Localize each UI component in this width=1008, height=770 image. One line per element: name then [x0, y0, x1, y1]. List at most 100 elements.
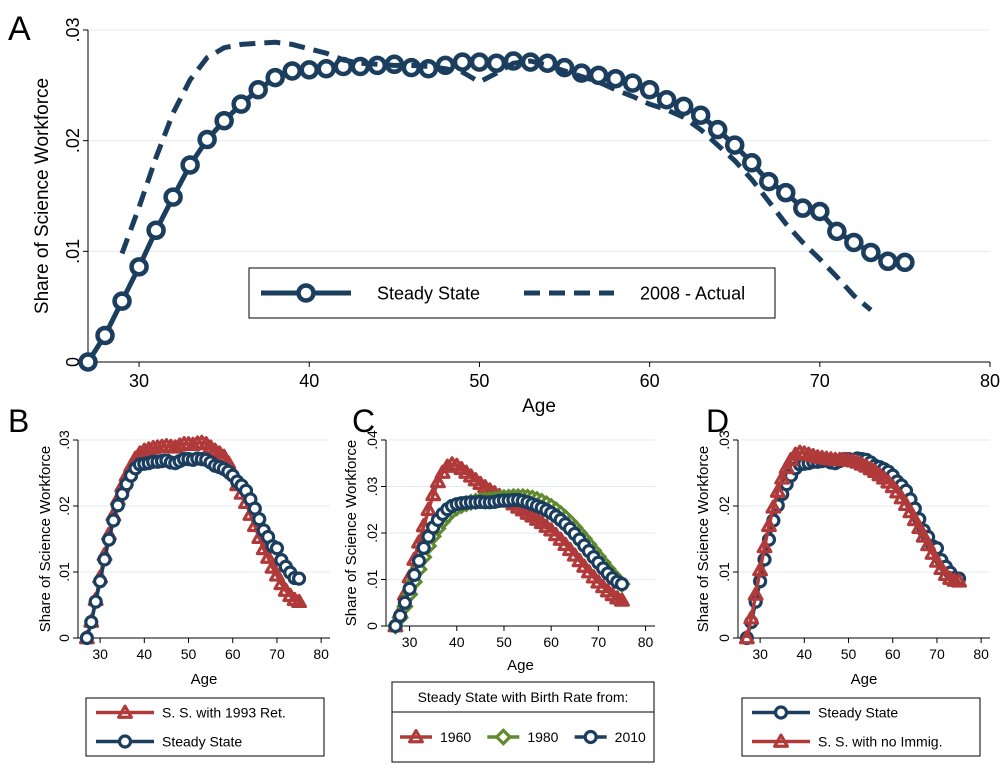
y-tick-label-1: .01 — [56, 562, 72, 582]
data-point-1-48 — [291, 571, 307, 586]
data-point-0-48 — [895, 252, 915, 273]
x-tick-label-5: 80 — [973, 646, 989, 662]
legend: S. S. with 1993 Ret. Steady State — [85, 697, 325, 757]
data-point-0-30 — [588, 65, 609, 86]
x-tick-label-2: 50 — [181, 646, 197, 662]
legend-label-0: Steady State — [818, 704, 898, 720]
y-tick-label-2: .02 — [716, 496, 732, 516]
panel-b-chart: 0 .01 .02 .03 30 40 50 60 70 80 Age Share of Scienc… — [37, 430, 330, 757]
data-point-1-2 — [88, 594, 103, 609]
data-point-2-5 — [411, 553, 427, 569]
y-tick-label-3: .03 — [364, 477, 380, 497]
legend-box — [248, 267, 776, 319]
panel-a-chart: 0 .01 .02 .03 30 40 50 60 70 80 Age Share of Scienc… — [32, 17, 1000, 417]
data-point-0-47 — [878, 251, 898, 272]
data-point-0-41 — [776, 182, 796, 203]
data-point-1-35 — [893, 490, 910, 505]
legend-marker-1 — [117, 734, 133, 749]
data-point-0-14 — [316, 58, 337, 79]
x-tick-label-0: 30 — [92, 646, 108, 662]
panel-c-chart: 0 .01 .02 .03 .04 30 40 50 60 70 80 Age Share of Sci… — [343, 430, 655, 763]
data-point-0-31 — [215, 448, 232, 463]
y-tick-label-0: 0 — [56, 634, 72, 642]
x-tick-label-0: 30 — [129, 371, 149, 391]
legend-marker-0 — [296, 283, 316, 303]
legend-label-0: 1960 — [440, 729, 471, 745]
panel-label-c: C — [352, 403, 375, 439]
data-point-0-23 — [469, 52, 490, 72]
data-point-0-37 — [707, 119, 728, 140]
x-tick-label-1: 40 — [449, 634, 465, 650]
data-point-0-32 — [622, 73, 643, 93]
data-point-1-43 — [269, 541, 285, 556]
x-tick-label-4: 70 — [591, 634, 607, 650]
x-tick-label-1: 40 — [137, 646, 153, 662]
legend-marker-0 — [773, 705, 789, 720]
x-tick-label-2: 50 — [469, 371, 489, 391]
y-tick-label-2: .02 — [63, 128, 83, 153]
data-point-1-6 — [106, 513, 121, 528]
data-point-0-44 — [827, 221, 847, 242]
data-point-0-5 — [163, 187, 183, 207]
data-point-1-8 — [774, 470, 791, 485]
data-point-1-7 — [769, 483, 786, 498]
x-tick-label-3: 60 — [543, 634, 559, 650]
y-axis-title: Share of Science Workforce — [343, 440, 360, 626]
data-point-1-41 — [920, 537, 937, 552]
x-tick-label-4: 70 — [269, 646, 285, 662]
x-axis-title: Age — [191, 671, 218, 688]
x-tick-label-0: 30 — [402, 634, 418, 650]
data-point-1-7 — [110, 498, 125, 513]
data-point-1-1 — [743, 610, 760, 625]
y-axis-title: Share of Science Workforce — [695, 446, 712, 632]
data-point-0-7 — [197, 129, 217, 150]
data-point-1-3 — [93, 574, 108, 589]
data-point-0-44 — [273, 575, 290, 591]
legend: Steady State S. S. with no Immig. — [741, 697, 981, 757]
data-point-0-43 — [810, 201, 830, 222]
data-point-1-48 — [951, 573, 967, 588]
data-point-0-8 — [425, 486, 442, 502]
panel-label-b: B — [8, 403, 29, 439]
data-point-1-5 — [101, 532, 117, 547]
data-point-0-42 — [793, 198, 813, 218]
x-axis-title: Age — [851, 671, 878, 688]
data-point-0-36 — [690, 105, 711, 125]
data-point-0-1 — [95, 325, 115, 346]
legend: Steady State 2008 - Actual — [248, 267, 776, 319]
series-1 — [119, 39, 873, 312]
y-tick-label-2: .02 — [364, 523, 380, 543]
y-tick-label-2: .02 — [56, 496, 72, 516]
data-point-1-4 — [756, 538, 773, 554]
data-point-1-2 — [747, 586, 764, 601]
data-point-0-0 — [78, 352, 98, 372]
series-2 — [388, 492, 630, 634]
data-point-0-22 — [452, 52, 473, 72]
y-axis-title: Share of Science Workforce — [37, 446, 54, 632]
data-point-0-31 — [605, 68, 626, 89]
y-tick-label-0: 0 — [364, 622, 380, 630]
x-tick-label-1: 40 — [299, 371, 319, 391]
x-tick-label-5: 80 — [313, 646, 329, 662]
data-point-0-2 — [112, 291, 132, 311]
legend-marker-0 — [117, 704, 133, 719]
data-point-2-48 — [614, 577, 630, 592]
series-1 — [738, 444, 967, 645]
data-point-0-13 — [299, 60, 319, 80]
panel-label-a: A — [8, 10, 31, 48]
x-tick-label-4: 70 — [929, 646, 945, 662]
data-point-0-4 — [146, 220, 166, 241]
data-point-1-38 — [906, 511, 923, 527]
data-point-0-10 — [248, 80, 268, 100]
legend-label-1: 1980 — [527, 729, 558, 745]
legend-label-1: Steady State — [162, 733, 242, 749]
data-point-1-5 — [761, 517, 777, 533]
y-tick-label-1: .01 — [716, 562, 732, 582]
data-point-1-1 — [84, 615, 99, 630]
y-tick-label-1: .01 — [63, 239, 83, 264]
data-point-0-35 — [673, 96, 694, 117]
data-point-0-43 — [269, 567, 285, 582]
data-point-0-6 — [180, 155, 200, 175]
data-point-0-34 — [656, 89, 677, 110]
legend-marker-1 — [773, 733, 789, 748]
